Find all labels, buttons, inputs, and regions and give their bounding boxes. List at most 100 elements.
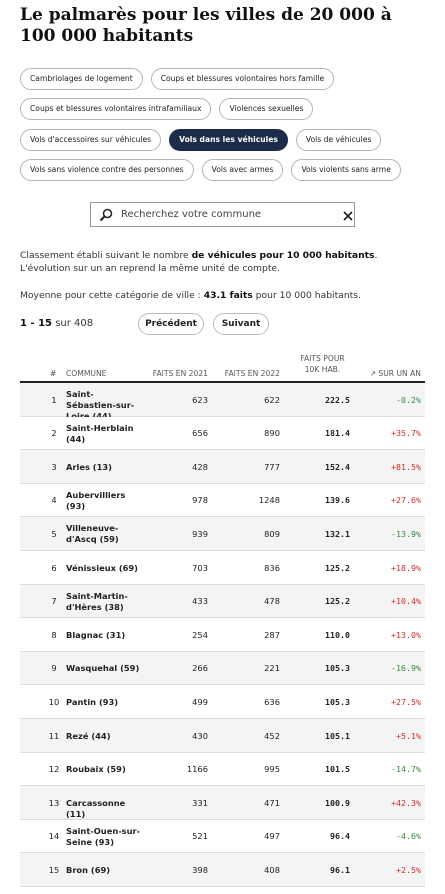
- faits-2021: 521: [192, 831, 208, 842]
- table-row: [20, 483, 425, 518]
- faits-10k: 96.4: [330, 831, 350, 842]
- faits-2021: 428: [192, 461, 208, 472]
- faits-2022: 452: [264, 730, 280, 741]
- filter-pill[interactable]: Coups et blessures volontaires hors fami…: [150, 68, 335, 90]
- filter-pill[interactable]: Vols violents sans arme: [291, 159, 401, 181]
- rank: 15: [48, 864, 60, 875]
- rank: 11: [48, 730, 60, 741]
- faits-2021: 703: [192, 562, 208, 573]
- column-header: FAITS POUR 10K HAB.: [300, 354, 345, 374]
- table-row: [20, 416, 425, 451]
- faits-2022: 497: [264, 831, 280, 842]
- filter-pill[interactable]: Vols d'accessoires sur véhicules: [20, 129, 162, 151]
- evolution: +13.0%: [391, 629, 421, 640]
- evolution: +5.1%: [396, 730, 421, 741]
- table-row: [20, 719, 425, 753]
- rank: 7: [51, 596, 57, 607]
- faits-2021: 623: [192, 394, 208, 405]
- rank: 8: [51, 629, 57, 640]
- pagination-info: 1 - 15 sur 408: [20, 317, 420, 330]
- faits-2021: 430: [192, 730, 208, 741]
- column-header: #: [49, 369, 57, 378]
- method-text: Classement établi suivant le nombre de v…: [20, 249, 420, 275]
- column-header: ↗ SUR UN AN: [350, 368, 421, 379]
- faits-10k: 105.1: [325, 730, 350, 741]
- evolution: +35.7%: [391, 428, 421, 439]
- rank: 5: [51, 528, 57, 539]
- table-row: [20, 752, 425, 787]
- column-header: FAITS EN 2022: [224, 369, 280, 378]
- filter-pill[interactable]: Cambriolages de logement: [20, 68, 143, 90]
- commune: Pantin (93): [66, 696, 119, 707]
- faits-10k: 125.2: [325, 596, 350, 607]
- filter-row: Vols sans violence contre des personnes V…: [20, 159, 401, 181]
- faits-2021: 1166: [186, 764, 208, 775]
- table-row: [20, 819, 425, 854]
- faits-2022: 408: [264, 864, 280, 875]
- rank: 14: [48, 831, 60, 842]
- commune: Arles (13): [66, 461, 112, 472]
- faits-10k: 101.5: [325, 764, 350, 775]
- faits-2021: 266: [192, 663, 208, 674]
- evolution: -4.6%: [396, 831, 421, 842]
- evolution: +18.9%: [391, 562, 421, 573]
- faits-2022: 636: [264, 696, 280, 707]
- faits-2022: 995: [264, 764, 280, 775]
- faits-10k: 181.4: [325, 428, 350, 439]
- commune: Carcassonne (11): [66, 797, 126, 819]
- rank: 10: [48, 696, 60, 707]
- faits-2022: 777: [264, 461, 280, 472]
- faits-2021: 656: [192, 428, 208, 439]
- previous-button[interactable]: Précédent: [138, 313, 204, 335]
- faits-10k: 132.1: [325, 528, 350, 539]
- table-row: [20, 584, 425, 619]
- commune: Saint-Ouen-sur-Seine (93): [66, 825, 141, 847]
- commune: Roubaix (59): [66, 764, 126, 775]
- faits-2022: 221: [264, 663, 280, 674]
- next-button[interactable]: Suivant: [213, 313, 269, 335]
- column-header-text: SUR UN AN: [378, 369, 421, 378]
- filter-pill[interactable]: Vols dans les véhicules: [169, 129, 288, 151]
- faits-10k: 125.2: [325, 562, 350, 573]
- text: Moyenne pour cette catégorie de ville :: [20, 290, 204, 301]
- filter-row: Coups et blessures volontaires intrafami…: [20, 98, 314, 120]
- table-row: [20, 517, 425, 551]
- clear-icon[interactable]: [343, 211, 353, 221]
- evolution: -0.2%: [396, 394, 421, 405]
- search-placeholder: Recherchez votre commune: [121, 209, 262, 220]
- text: . L'évolution sur un an reprend la même …: [20, 250, 378, 274]
- evolution: -13.9%: [391, 528, 421, 539]
- evolution: +27.6%: [391, 495, 421, 506]
- faits-2021: 331: [192, 797, 208, 808]
- faits-2022: 471: [264, 797, 280, 808]
- faits-10k: 152.4: [325, 461, 350, 472]
- faits-2022: 836: [264, 562, 280, 573]
- faits-10k: 105.3: [325, 696, 350, 707]
- filter-pill[interactable]: Violences sexuelles: [219, 98, 314, 120]
- rank: 6: [51, 562, 57, 573]
- header-rule: [20, 381, 425, 383]
- filter-pill[interactable]: Vols avec armes: [201, 159, 284, 181]
- evolution: +2.5%: [396, 864, 421, 875]
- table-row: [20, 618, 425, 652]
- filter-pill[interactable]: Vols de véhicules: [295, 129, 382, 151]
- text: 43.1 faits: [203, 290, 253, 301]
- text: Classement établi suivant le nombre: [20, 250, 192, 261]
- faits-10k: 110.0: [325, 629, 350, 640]
- faits-2022: 287: [264, 629, 280, 640]
- commune: Aubervilliers (93): [66, 489, 126, 511]
- table-row: [20, 786, 425, 820]
- faits-2022: 809: [264, 528, 280, 539]
- range: 1 - 15: [20, 318, 52, 329]
- rank: 12: [48, 764, 60, 775]
- column-header: FAITS EN 2021: [152, 369, 208, 378]
- filter-pill[interactable]: Coups et blessures volontaires intrafami…: [20, 98, 212, 120]
- evolution: +42.3%: [391, 797, 421, 808]
- filter-pill[interactable]: Vols sans violence contre des personnes: [20, 159, 194, 181]
- search-box[interactable]: Recherchez votre commune: [90, 202, 355, 227]
- commune: Wasquehal (59): [66, 663, 140, 674]
- evolution: +81.5%: [391, 461, 421, 472]
- evolution: -16.9%: [391, 663, 421, 674]
- commune: Rezé (44): [66, 730, 111, 741]
- evolution: +10.4%: [391, 596, 421, 607]
